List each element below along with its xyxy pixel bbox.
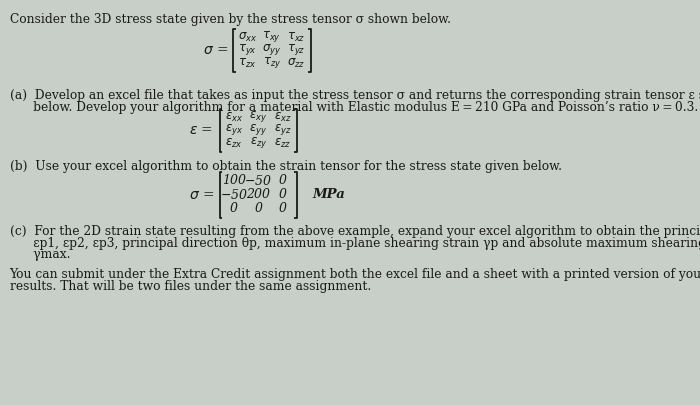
Text: 0: 0 (230, 202, 238, 215)
Text: $\varepsilon_{yz}$: $\varepsilon_{yz}$ (274, 122, 292, 138)
Text: $\varepsilon_{zy}$: $\varepsilon_{zy}$ (249, 136, 267, 151)
Text: (c)  For the 2D strain state resulting from the above example, expand your excel: (c) For the 2D strain state resulting fr… (10, 225, 700, 238)
Text: $\sigma_{yy}$: $\sigma_{yy}$ (262, 43, 281, 58)
Text: 200: 200 (246, 188, 270, 202)
Text: results. That will be two files under the same assignment.: results. That will be two files under th… (10, 280, 371, 293)
Text: $\varepsilon_{zx}$: $\varepsilon_{zx}$ (225, 136, 243, 149)
Text: $\varepsilon_{yy}$: $\varepsilon_{yy}$ (249, 122, 267, 138)
Text: $\varepsilon_{xy}$: $\varepsilon_{xy}$ (249, 109, 267, 124)
Text: Consider the 3D stress state given by the stress tensor σ shown below.: Consider the 3D stress state given by th… (10, 13, 451, 26)
Text: εp1, εp2, εp3, principal direction θp, maximum in-plane shearing strain γp and a: εp1, εp2, εp3, principal direction θp, m… (10, 237, 700, 250)
Text: 0: 0 (279, 202, 287, 215)
Text: $\tau_{zy}$: $\tau_{zy}$ (262, 55, 281, 70)
Text: 0: 0 (279, 188, 287, 202)
Text: $-$50: $-$50 (220, 188, 248, 202)
Text: (a)  Develop an excel file that takes as input the stress tensor σ and returns t: (a) Develop an excel file that takes as … (10, 89, 700, 102)
Text: $\sigma_{zz}$: $\sigma_{zz}$ (287, 56, 305, 70)
Text: $-$50: $-$50 (244, 174, 272, 188)
Text: $\tau_{xy}$: $\tau_{xy}$ (262, 30, 281, 45)
Text: γmax.: γmax. (10, 248, 70, 261)
Text: 0: 0 (254, 202, 262, 215)
Text: $\sigma$ =: $\sigma$ = (189, 188, 214, 202)
Text: $\varepsilon_{xx}$: $\varepsilon_{xx}$ (225, 111, 243, 124)
Text: $\varepsilon_{yx}$: $\varepsilon_{yx}$ (225, 122, 243, 138)
Text: $\varepsilon$ =: $\varepsilon$ = (189, 123, 213, 137)
Text: (b)  Use your excel algorithm to obtain the strain tensor for the stress state g: (b) Use your excel algorithm to obtain t… (10, 160, 561, 173)
Text: $\tau_{zx}$: $\tau_{zx}$ (238, 56, 257, 70)
Text: 100: 100 (222, 175, 246, 188)
Text: $\sigma_{xx}$: $\sigma_{xx}$ (238, 30, 257, 44)
Text: 0: 0 (279, 175, 287, 188)
Text: MPa: MPa (313, 188, 346, 202)
Text: $\tau_{xz}$: $\tau_{xz}$ (287, 30, 306, 44)
Text: $\tau_{yx}$: $\tau_{yx}$ (238, 43, 257, 58)
Text: $\tau_{yz}$: $\tau_{yz}$ (287, 43, 306, 58)
Text: You can submit under the Extra Credit assignment both the excel file and a sheet: You can submit under the Extra Credit as… (10, 268, 700, 281)
Text: $\sigma$ =: $\sigma$ = (202, 43, 228, 57)
Text: $\varepsilon_{xz}$: $\varepsilon_{xz}$ (274, 111, 292, 124)
Text: below. Develop your algorithm for a material with Elastic modulus E = 210 GPa an: below. Develop your algorithm for a mate… (10, 101, 698, 114)
Text: $\varepsilon_{zz}$: $\varepsilon_{zz}$ (274, 136, 291, 149)
